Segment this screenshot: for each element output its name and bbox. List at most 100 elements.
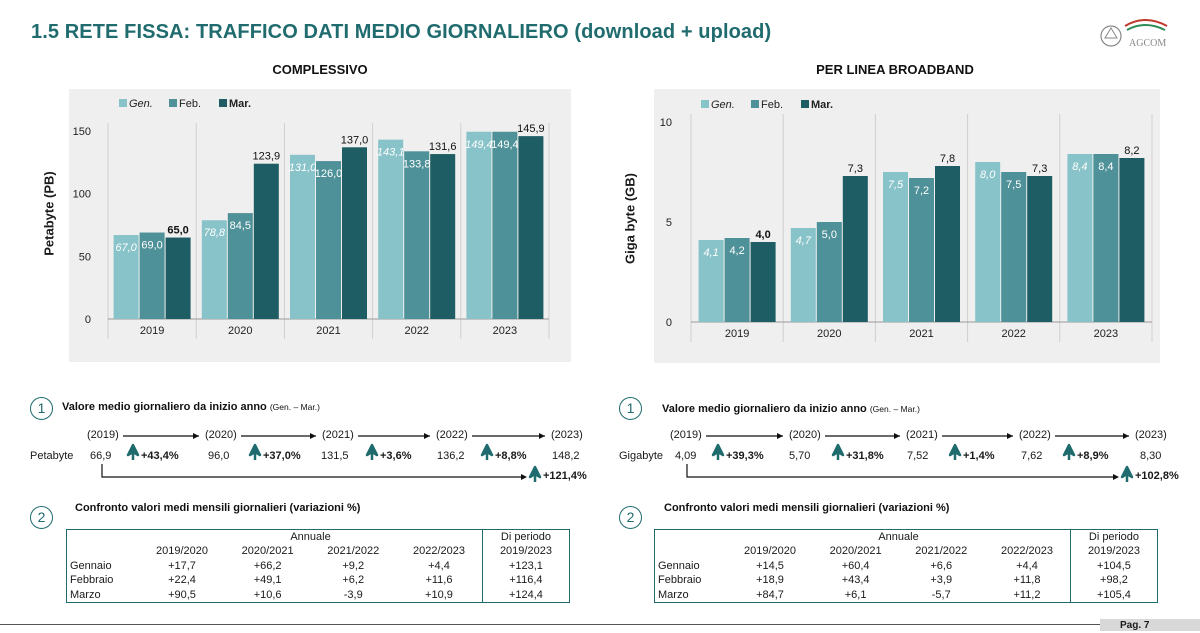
y-tick-label: 5	[666, 217, 672, 229]
arrowhead	[1113, 474, 1119, 480]
x-tick-label: 2019	[140, 325, 164, 337]
period-value: 96,0	[208, 450, 230, 462]
right-section-title: PER LINEA BROADBAND	[816, 62, 974, 77]
corner-cell	[655, 544, 728, 559]
left-table-title: Confronto valori medi mensili giornalier…	[75, 502, 361, 514]
table-cell: +84,7	[756, 588, 784, 601]
unit-label: Petabyte	[30, 450, 74, 462]
data-label: 7,5	[888, 179, 904, 191]
column-header: 2019/2023	[1069, 544, 1158, 559]
table-cell: +49,1	[253, 574, 282, 587]
table-cell: +11,6	[425, 574, 453, 587]
total-change-percent: +102,8%	[1135, 470, 1179, 482]
left-bar-chart: 0 50 100 150 67,0 69,0 65,0 2019 78,8 84,5 123,9 20…	[73, 98, 550, 339]
legend-label: Feb.	[761, 99, 783, 111]
row-label: Gennaio	[658, 559, 700, 572]
bar-feb-2023	[1093, 154, 1119, 322]
x-tick-label: 2022	[1001, 328, 1025, 340]
table-cell: +60,4	[841, 559, 870, 572]
bar-mar-2023	[518, 136, 544, 319]
change-percent: +43,4%	[141, 450, 179, 462]
table-cell: +10,6	[253, 588, 282, 601]
year-label: (2023)	[551, 429, 583, 441]
bar-feb-2019	[724, 238, 750, 322]
right-growth-title: Valore medio giornaliero da inizio anno …	[662, 403, 920, 415]
legend-swatch	[701, 100, 709, 108]
data-label: 7,5	[1006, 179, 1021, 191]
bar-gen-2022	[378, 139, 404, 319]
bar-feb-2019	[139, 232, 165, 319]
bar-gen-2019	[698, 240, 724, 322]
year-label: (2020)	[205, 429, 237, 441]
table-cell: +11,8	[1013, 574, 1041, 587]
period-value: 4,09	[675, 450, 697, 462]
data-label: 133,8	[403, 158, 431, 170]
x-tick-label: 2021	[909, 328, 933, 340]
row-label: Febbraio	[658, 574, 702, 587]
table-cell: +105,4	[1069, 587, 1158, 602]
table-cell: +90,5	[168, 588, 196, 601]
year-label: (2021)	[906, 429, 938, 441]
footer-divider	[0, 624, 1200, 625]
data-label: 7,8	[940, 153, 955, 165]
bar-gen-2021	[290, 154, 315, 319]
bar-feb-2020	[816, 222, 842, 322]
y-tick-label: 100	[73, 189, 91, 201]
table-cell: +11,2	[1013, 588, 1041, 601]
bar-gen-2023	[466, 131, 492, 319]
svg-text:AGCOM: AGCOM	[1129, 38, 1166, 49]
period-value: 7,62	[1021, 450, 1043, 462]
up-arrow-icon	[948, 443, 962, 460]
group-header-period: Di periodo	[1069, 529, 1158, 544]
arrowhead	[777, 433, 783, 439]
legend-swatch	[219, 99, 227, 107]
data-label: 7,3	[1032, 163, 1047, 175]
up-arrow-icon	[126, 443, 140, 460]
row-label: Marzo	[70, 588, 101, 601]
bar-mar-2023	[1119, 158, 1145, 322]
change-percent: +39,3%	[726, 450, 764, 462]
x-tick-label: 2023	[493, 325, 517, 337]
x-tick-label: 2022	[404, 325, 428, 337]
legend-swatch	[751, 100, 759, 108]
bar-feb-2022	[404, 151, 430, 319]
period-value: 66,9	[90, 450, 112, 462]
bar-gen-2020	[790, 228, 816, 322]
bar-feb-2021	[316, 161, 341, 319]
data-label: 149,4	[491, 139, 519, 151]
period-value: 131,5	[321, 450, 349, 462]
data-label: 4,0	[755, 229, 770, 241]
legend-label: Mar.	[229, 98, 251, 110]
total-change-percent: +121,4%	[543, 470, 587, 482]
right-table-title: Confronto valori medi mensili giornalier…	[664, 502, 950, 514]
change-percent: +8,9%	[1077, 450, 1109, 462]
data-label: 123,9	[253, 151, 281, 163]
change-percent: +1,4%	[963, 450, 995, 462]
data-label: 4,2	[729, 245, 744, 257]
data-label: 131,6	[429, 141, 457, 153]
step-two-icon: 2	[619, 506, 642, 529]
table-cell: +4,4	[428, 559, 450, 572]
bar-mar-2019	[750, 242, 776, 322]
table-cell: +104,5	[1069, 558, 1158, 573]
table-cell: +116,4	[481, 573, 570, 588]
up-arrow-icon	[831, 443, 845, 460]
arrowhead	[193, 433, 199, 439]
table-cell: +124,4	[481, 587, 570, 602]
growth-arrows	[686, 433, 1134, 482]
table-cell: +14,5	[756, 559, 784, 572]
legend-label: Gen.	[129, 98, 153, 110]
legend-swatch	[169, 99, 177, 107]
agcom-logo: AGCOM	[1097, 16, 1177, 52]
y-tick-label: 10	[660, 117, 672, 129]
data-label: 149,4	[465, 139, 493, 151]
y-tick-label: 0	[666, 317, 672, 329]
change-percent: +8,8%	[495, 450, 527, 462]
up-arrow-icon	[365, 443, 379, 460]
period-value: 148,2	[552, 450, 580, 462]
step-one-icon: 1	[619, 397, 642, 420]
year-label: (2020)	[789, 429, 821, 441]
row-label: Febbraio	[70, 574, 114, 587]
data-label: 4,1	[703, 247, 718, 259]
arrowhead	[1123, 433, 1129, 439]
